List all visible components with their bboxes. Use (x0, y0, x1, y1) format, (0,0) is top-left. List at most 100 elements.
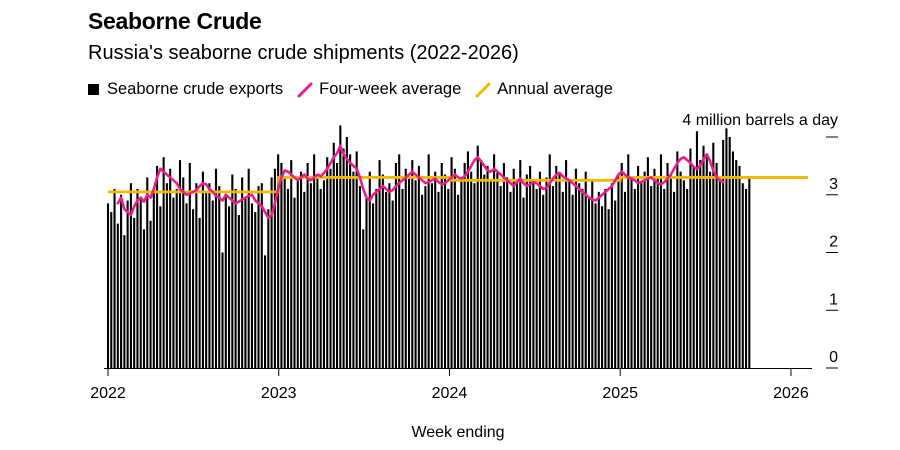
bar-week-93 (411, 160, 414, 368)
bar-week-68 (329, 168, 332, 368)
bar-week-11 (142, 229, 146, 368)
legend-item-exports: Seaborne crude exports (88, 80, 283, 99)
bar-week-51 (273, 168, 276, 368)
bar-week-113 (476, 145, 479, 368)
bar-week-105 (450, 157, 453, 368)
bar-week-24 (185, 203, 188, 368)
bar-week-134 (545, 177, 548, 368)
bar-week-176 (682, 180, 685, 368)
bar-week-118 (493, 154, 496, 368)
bar-week-163 (640, 183, 643, 368)
bar-week-75 (352, 171, 355, 368)
y-tick-label-1: 1 (829, 291, 838, 308)
y-tick-label-0: 0 (829, 349, 838, 366)
bar-week-28 (198, 217, 201, 368)
bar-week-40 (237, 214, 240, 368)
bar-week-88 (394, 162, 397, 368)
x-axis: 2022 2023 2024 2025 2026 (90, 368, 809, 402)
bar-week-177 (686, 188, 689, 368)
bar-week-138 (558, 174, 561, 368)
bar-week-72 (342, 148, 345, 368)
bar-week-130 (532, 183, 535, 368)
legend: Seaborne crude exports Four-week average… (88, 80, 627, 99)
bar-week-152 (604, 188, 607, 368)
bar-week-74 (349, 154, 352, 368)
bar-week-137 (555, 165, 558, 369)
bar-week-87 (391, 200, 394, 368)
bar-week-157 (620, 162, 623, 368)
chart-subtitle: Russia's seaborne crude shipments (2022-… (88, 42, 519, 64)
bar-week-2 (113, 188, 116, 368)
bar-week-48 (264, 255, 267, 368)
bar-week-106 (453, 168, 456, 368)
bar-week-187 (718, 177, 721, 368)
bar-week-67 (326, 157, 329, 368)
bar-week-148 (591, 180, 594, 368)
bar-week-174 (676, 151, 679, 368)
bar-week-5 (123, 235, 126, 368)
x-tick-label-2025: 2025 (602, 385, 638, 402)
bar-week-158 (623, 191, 627, 368)
bar-week-90 (401, 188, 404, 368)
bar-week-100 (434, 171, 437, 368)
bar-week-146 (584, 171, 587, 368)
bar-week-104 (447, 188, 450, 368)
bar-week-13 (149, 220, 152, 368)
x-tick-label-2026: 2026 (773, 385, 809, 402)
bar-week-49 (267, 209, 270, 368)
bar-week-55 (286, 188, 290, 368)
bar-week-52 (277, 154, 280, 368)
legend-item-annual: Annual average (475, 80, 613, 99)
bar-week-168 (656, 177, 659, 368)
bar-week-140 (565, 160, 568, 368)
bar-week-120 (499, 186, 502, 368)
bar-week-0 (106, 203, 110, 368)
bar-week-59 (300, 171, 303, 368)
bar-week-22 (178, 160, 182, 368)
bar-week-17 (162, 157, 165, 368)
legend-label-exports: Seaborne crude exports (107, 80, 284, 98)
bar-week-97 (424, 186, 427, 368)
bar-week-161 (633, 188, 636, 368)
bar-week-175 (679, 171, 682, 368)
bar-week-64 (316, 177, 319, 368)
bar-week-171 (666, 162, 669, 368)
bar-week-66 (322, 180, 326, 368)
bar-week-124 (512, 168, 515, 368)
bar-week-98 (427, 154, 430, 368)
four-week-average-line (116, 144, 725, 220)
bar-week-125 (515, 183, 519, 368)
bar-week-25 (188, 162, 191, 368)
bar-week-58 (296, 177, 299, 368)
x-tick-label-2022: 2022 (90, 385, 126, 402)
bar-week-183 (705, 154, 708, 368)
bar-week-172 (669, 174, 672, 368)
bar-week-110 (466, 151, 469, 368)
bar-week-144 (578, 183, 581, 368)
bar-week-96 (421, 194, 424, 368)
bar-week-45 (254, 212, 257, 368)
bar-week-73 (345, 137, 348, 368)
bar-week-47 (260, 183, 263, 368)
bar-week-166 (650, 186, 653, 368)
bar-week-189 (725, 128, 728, 368)
bar-week-8 (133, 217, 136, 368)
x-tick-label-2023: 2023 (261, 385, 297, 402)
bar-week-179 (692, 165, 695, 369)
bar-week-128 (525, 174, 528, 368)
bar-week-103 (443, 174, 447, 368)
bar-week-156 (617, 174, 620, 368)
bar-week-132 (538, 171, 541, 368)
bar-week-116 (486, 165, 489, 369)
bar-week-18 (165, 183, 168, 368)
bar-week-31 (208, 183, 211, 368)
bar-week-82 (375, 188, 378, 368)
bar-week-29 (201, 171, 204, 368)
bar-week-10 (139, 197, 142, 368)
bar-series-exports (106, 125, 751, 369)
bar-week-69 (332, 142, 335, 368)
bar-week-111 (470, 171, 473, 368)
bar-week-188 (722, 139, 725, 368)
bar-week-139 (561, 191, 564, 368)
